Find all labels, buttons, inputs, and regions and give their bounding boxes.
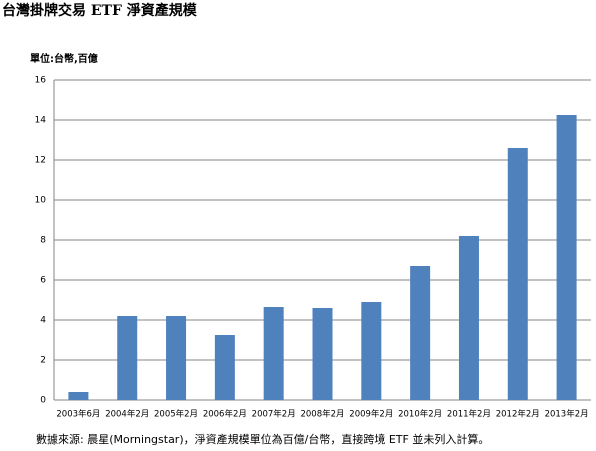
y-axis-label: 單位:台幣,百億 <box>30 52 98 65</box>
y-tick-label: 10 <box>35 196 47 206</box>
bar <box>312 308 333 400</box>
bar <box>166 316 187 400</box>
bar <box>68 392 89 400</box>
bar <box>361 302 382 400</box>
x-tick-label: 2005年2月 <box>154 409 198 420</box>
y-tick-label: 4 <box>40 316 46 326</box>
chart-title: 台灣掛牌交易 ETF 淨資產規模 <box>2 2 198 19</box>
y-tick-label: 0 <box>40 396 46 406</box>
bar <box>117 316 138 400</box>
y-tick-label: 2 <box>40 356 46 366</box>
bar <box>507 148 528 400</box>
y-tick-label: 6 <box>40 276 46 286</box>
x-tick-label: 2013年2月 <box>545 409 589 420</box>
x-tick-label: 2012年2月 <box>496 409 540 420</box>
y-tick-label: 14 <box>35 116 47 126</box>
bar <box>410 266 431 400</box>
x-tick-label: 2007年2月 <box>252 409 296 420</box>
x-tick-label: 2011年2月 <box>447 409 491 420</box>
y-tick-label: 8 <box>40 236 46 246</box>
x-tick-label: 2004年2月 <box>105 409 149 420</box>
x-tick-label: 2010年2月 <box>398 409 442 420</box>
bar <box>263 307 284 400</box>
bar <box>556 115 577 400</box>
x-tick-label: 2008年2月 <box>300 409 344 420</box>
bar <box>214 335 235 400</box>
source-note: 數據來源: 晨星(Morningstar)，淨資產規模單位為百億/台幣，直接跨境… <box>36 432 489 446</box>
bar <box>458 236 479 400</box>
x-tick-label: 2003年6月 <box>56 409 100 420</box>
y-tick-label: 12 <box>35 156 46 166</box>
x-tick-label: 2006年2月 <box>203 409 247 420</box>
x-tick-label: 2009年2月 <box>349 409 393 420</box>
y-tick-label: 16 <box>35 76 47 86</box>
